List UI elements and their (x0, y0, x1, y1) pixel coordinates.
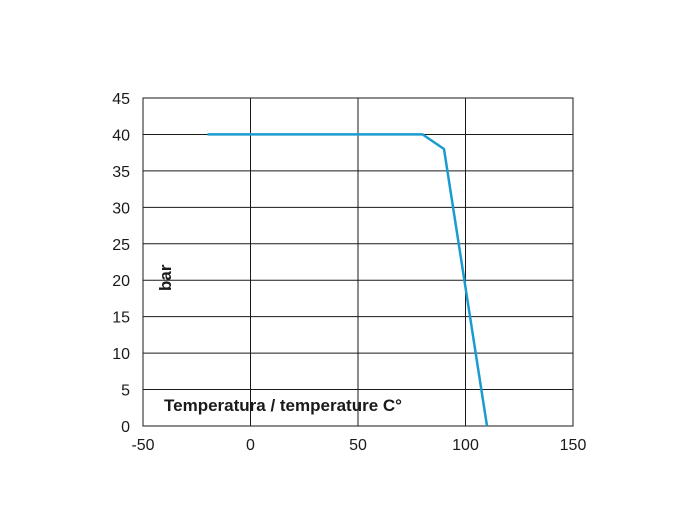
y-tick-label: 30 (112, 200, 130, 217)
y-axis-label: bar (156, 264, 175, 291)
y-tick-label: 0 (121, 419, 130, 436)
x-axis-label: Temperatura / temperature C° (164, 396, 402, 415)
x-tick-label: 150 (560, 437, 587, 454)
x-tick-label: 50 (349, 437, 367, 454)
y-tick-label: 45 (112, 91, 130, 108)
y-tick-labels: 0 5 10 15 20 25 30 35 40 45 (112, 91, 130, 436)
x-tick-label: 0 (246, 437, 255, 454)
y-tick-label: 5 (121, 383, 130, 400)
y-tick-label: 15 (112, 310, 130, 327)
x-tick-label: -50 (131, 437, 154, 454)
plot-frame (142, 97, 574, 427)
x-tick-labels: -50 0 50 100 150 (131, 437, 586, 454)
y-tick-label: 35 (112, 164, 130, 181)
x-tick-label: 100 (452, 437, 479, 454)
series-layer (207, 133, 489, 427)
grid-lines (143, 98, 573, 426)
series-line (207, 133, 489, 427)
y-tick-label: 25 (112, 237, 130, 254)
y-tick-label: 10 (112, 346, 130, 363)
y-tick-label: 20 (112, 273, 130, 290)
y-tick-label: 40 (112, 127, 130, 144)
